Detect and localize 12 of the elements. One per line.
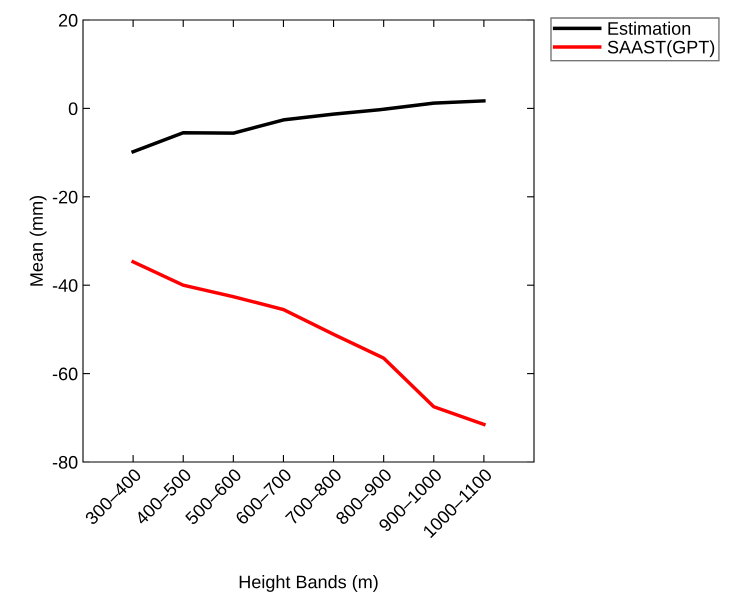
- y-tick-label: -20: [52, 190, 78, 204]
- legend-label: Estimation: [608, 22, 690, 35]
- y-tick-label: -60: [52, 368, 78, 380]
- y-tick-label: -80: [52, 456, 78, 469]
- line-series: [131, 99, 486, 154]
- y-tick-label: -40: [52, 279, 78, 292]
- line-series: [131, 260, 486, 426]
- y-axis-title: Mean (mm): [30, 196, 46, 286]
- y-tick-label: 0: [68, 102, 78, 116]
- x-axis-title: Height Bands (m): [240, 575, 378, 592]
- legend-label: SAAST(GPT): [608, 40, 714, 58]
- y-tick-label: 20: [58, 14, 78, 27]
